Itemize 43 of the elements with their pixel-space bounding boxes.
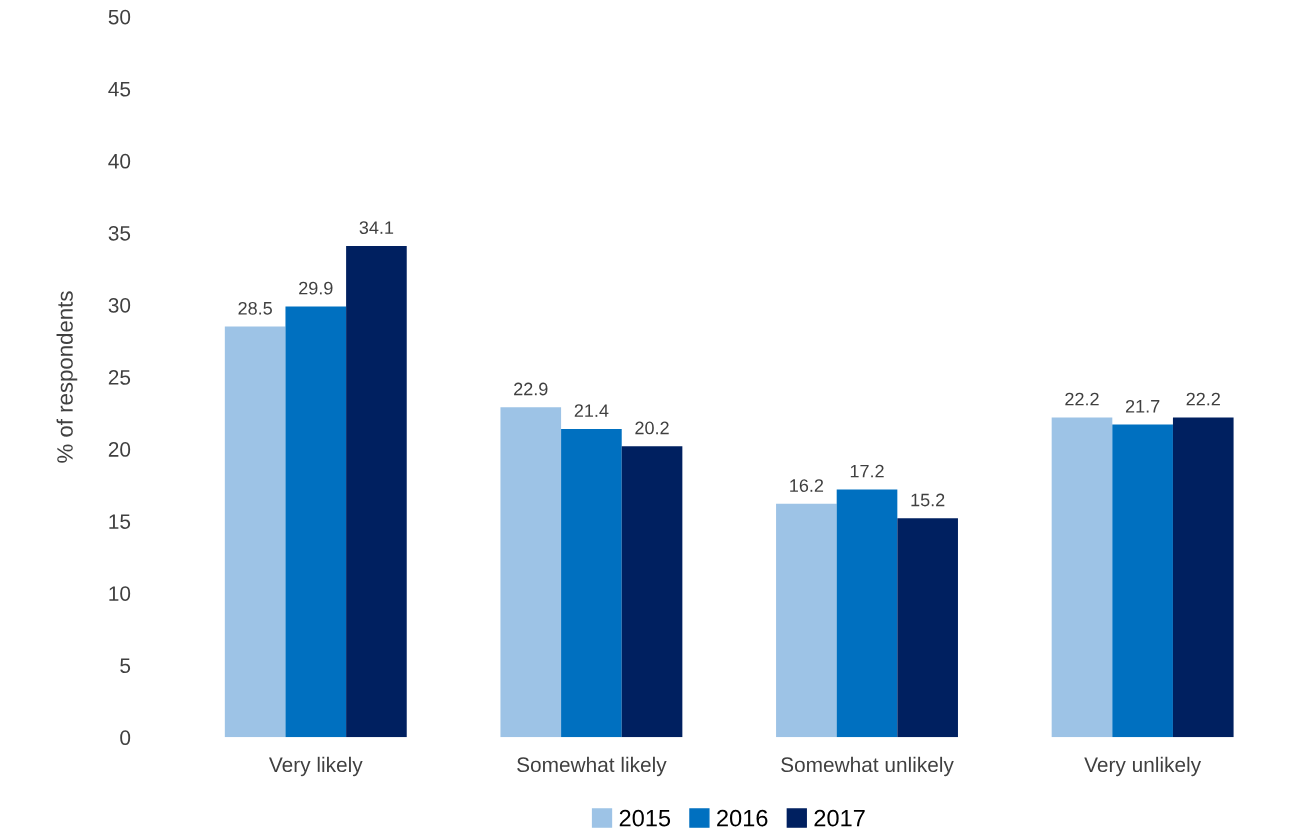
x-tick-label: Somewhat likely <box>517 756 667 777</box>
data-label: 34.1 <box>359 221 394 234</box>
y-axis-title: % of respondents <box>56 291 78 463</box>
y-tick-label: 5 <box>120 658 131 674</box>
y-tick-label: 40 <box>108 153 131 169</box>
bar <box>1172 417 1234 738</box>
bar <box>1051 417 1113 738</box>
y-tick-label: 20 <box>108 442 131 457</box>
legend-label: 2017 <box>814 809 865 827</box>
bar <box>346 245 407 738</box>
data-label: 22.2 <box>1065 392 1099 406</box>
data-label: 28.5 <box>238 301 272 315</box>
x-tick-label: Very likely <box>268 756 363 777</box>
bar <box>224 326 286 738</box>
y-tick-label: 25 <box>108 370 131 385</box>
data-label: 22.9 <box>514 382 548 396</box>
y-tick-label: 35 <box>108 225 131 241</box>
bar <box>897 518 958 738</box>
y-tick-label: 15 <box>109 514 131 529</box>
data-label: 20.2 <box>635 421 669 435</box>
x-tick-label: Very unlikely <box>1084 756 1202 777</box>
bar <box>1112 424 1173 738</box>
x-tick-label: Somewhat unlikely <box>781 756 954 777</box>
data-label: 21.7 <box>1125 399 1160 413</box>
data-label: 16.2 <box>790 479 824 492</box>
y-tick-label: 10 <box>109 586 131 601</box>
bar <box>500 407 562 738</box>
bar <box>561 428 622 738</box>
bar <box>776 503 837 738</box>
y-tick-label: 30 <box>108 297 131 313</box>
legend-label: 2016 <box>717 809 768 827</box>
data-label: 17.2 <box>850 464 884 478</box>
legend-label: 2015 <box>619 809 671 827</box>
y-tick-label: 50 <box>108 9 131 25</box>
bar <box>621 446 683 738</box>
data-label: 29.9 <box>299 281 333 295</box>
data-label: 21.4 <box>574 404 609 417</box>
y-tick-label: 0 <box>120 730 131 746</box>
bar <box>836 489 898 738</box>
bar <box>285 306 347 738</box>
y-tick-label: 45 <box>108 82 131 97</box>
data-label: 22.2 <box>1186 392 1220 406</box>
data-label: 15.2 <box>911 493 945 507</box>
